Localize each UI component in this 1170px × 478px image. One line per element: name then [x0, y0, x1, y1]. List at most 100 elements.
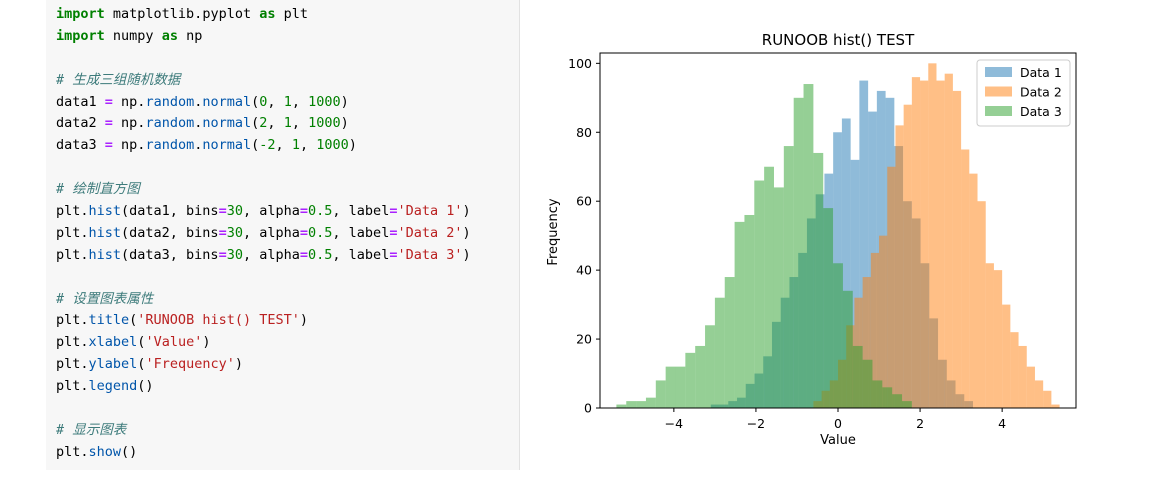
histogram-bar-3 — [892, 394, 903, 408]
code-token: ( — [137, 356, 146, 373]
code-token: 'Frequency' — [145, 356, 235, 373]
code-line: # 显示图表 — [56, 420, 519, 442]
histogram-bar-2 — [944, 73, 953, 408]
histogram-bar-3 — [754, 180, 765, 408]
code-token: 'Data 3' — [397, 246, 463, 263]
code-token: ) — [299, 312, 308, 329]
code-token: , — [275, 137, 292, 154]
histogram-bar-2 — [911, 77, 921, 408]
histogram-bar-3 — [882, 387, 893, 408]
histogram-bar-3 — [823, 208, 834, 408]
code-token: = — [218, 224, 227, 241]
code-token: = — [299, 246, 309, 263]
code-token: (data3, bins — [121, 246, 219, 263]
code-token: , label — [332, 203, 390, 220]
code-token: 30 — [226, 203, 243, 220]
histogram-bar-2 — [1051, 404, 1060, 408]
histogram-bar-2 — [928, 63, 937, 408]
histogram-bar-2 — [969, 173, 978, 408]
code-token: title — [88, 312, 130, 329]
code-token: as — [259, 6, 276, 22]
code-token: ) — [340, 115, 349, 132]
code-token: normal — [202, 93, 252, 110]
histogram-bar-3 — [636, 401, 646, 408]
histogram-bar-2 — [887, 166, 896, 408]
code-token: 1000 — [316, 137, 349, 154]
code-line: plt.legend() — [56, 376, 519, 398]
histogram-bar-3 — [645, 397, 656, 408]
code-token: , alpha — [242, 203, 300, 220]
code-token: plt. — [56, 443, 89, 460]
code-token: = — [218, 246, 227, 263]
x-tick-label: 2 — [916, 416, 924, 431]
histogram-bar-3 — [734, 221, 745, 408]
y-tick-label: 100 — [568, 56, 592, 71]
legend-swatch — [985, 106, 1012, 116]
code-token: , — [299, 137, 317, 154]
histogram-bar-2 — [985, 263, 994, 408]
legend-swatch — [985, 67, 1012, 77]
histogram-bar-3 — [783, 146, 794, 408]
histogram-bar-2 — [862, 277, 871, 408]
histogram-bar-3 — [833, 263, 843, 408]
code-token: (data2, bins — [121, 224, 219, 241]
code-token: () — [121, 443, 138, 460]
code-token: 'Data 2' — [397, 224, 463, 241]
code-token: matplotlib.pyplot — [104, 6, 260, 22]
histogram-bar-3 — [655, 380, 666, 408]
code-token: = — [389, 203, 398, 220]
code-token: 30 — [226, 224, 243, 241]
code-token: # 显示图表 — [56, 421, 127, 438]
code-token: 0 — [259, 93, 268, 110]
legend-swatch — [985, 86, 1012, 97]
histogram-bar-2 — [952, 90, 962, 408]
code-token: ) — [202, 334, 211, 351]
code-token: ) — [462, 224, 471, 241]
histogram-bar-3 — [626, 401, 637, 408]
histogram-bar-2 — [895, 125, 904, 409]
histogram-bar-2 — [1026, 366, 1035, 408]
code-token: , — [291, 115, 309, 132]
histogram-bar-3 — [764, 166, 774, 408]
histogram-bar-2 — [1034, 380, 1044, 408]
histogram-bar-3 — [665, 366, 676, 408]
code-token: np. — [112, 93, 146, 110]
code-editor[interactable]: import matplotlib.pyplot as plt import nu… — [56, 4, 519, 464]
code-token: plt. — [56, 203, 89, 220]
histogram-bar-3 — [902, 401, 912, 408]
histogram-bar-3 — [744, 214, 755, 408]
code-line: plt.ylabel('Frequency') — [56, 354, 519, 376]
code-token: import — [56, 27, 105, 44]
histogram-bar-2 — [977, 201, 986, 408]
histogram-bar-3 — [872, 380, 883, 408]
code-line: plt.hist(data2, bins=30, alpha=0.5, labe… — [56, 223, 519, 245]
legend-label: Data 2 — [1020, 85, 1062, 100]
code-line — [56, 398, 519, 420]
y-tick-label: 60 — [576, 194, 592, 209]
x-tick-label: −4 — [665, 416, 683, 431]
code-token: = — [104, 137, 113, 154]
code-token: plt. — [56, 378, 89, 395]
code-token: = — [104, 93, 113, 110]
code-token: ( — [251, 115, 260, 132]
histogram-bar-2 — [1043, 390, 1052, 408]
histogram-bar-3 — [852, 345, 863, 408]
code-token: numpy — [104, 27, 162, 44]
code-line: # 设置图表属性 — [56, 289, 519, 311]
code-token: (data1, bins — [121, 203, 219, 220]
code-line: plt.show() — [56, 442, 519, 464]
code-token: normal — [202, 115, 252, 132]
histogram-bar-2 — [1018, 345, 1027, 408]
histogram-bar-3 — [803, 84, 814, 409]
code-token: ) — [234, 356, 243, 373]
code-token: , alpha — [242, 224, 300, 241]
y-tick-label: 80 — [576, 125, 592, 140]
y-tick-label: 0 — [584, 401, 592, 416]
code-cell[interactable]: import matplotlib.pyplot as plt import nu… — [46, 0, 520, 470]
histogram-bar-2 — [936, 80, 945, 408]
histogram-bar-3 — [842, 290, 853, 408]
x-tick-label: 0 — [834, 416, 842, 431]
code-token: as — [161, 27, 178, 44]
code-token: 1 — [283, 115, 292, 132]
histogram-bar-1 — [850, 159, 860, 408]
